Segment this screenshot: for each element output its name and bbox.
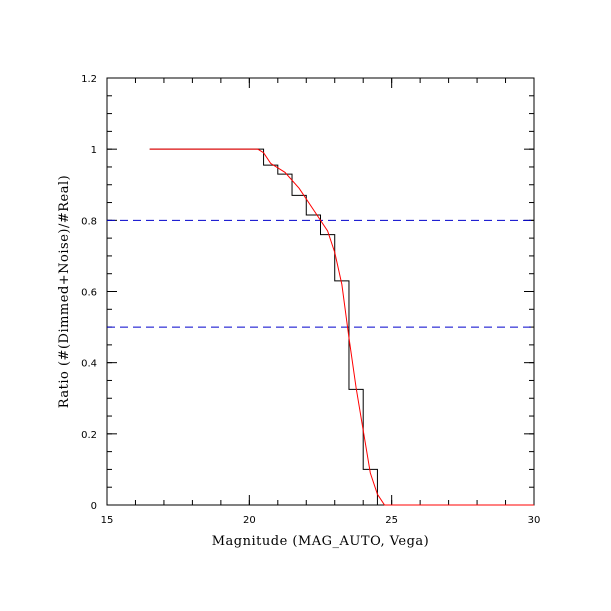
x-tick-label: 25 bbox=[385, 515, 398, 526]
y-tick-label: 0 bbox=[91, 501, 97, 512]
plot-frame-group bbox=[106, 77, 535, 506]
minor-ticks bbox=[106, 77, 535, 506]
plot-frame bbox=[106, 77, 535, 506]
x-tick-label: 30 bbox=[528, 515, 541, 526]
x-tick-label: 15 bbox=[101, 515, 114, 526]
x-tick-labels: 15 20 25 30 bbox=[101, 515, 541, 526]
reference-lines bbox=[107, 219, 534, 328]
y-tick-label: 0.8 bbox=[81, 216, 97, 227]
fit-curve-series bbox=[149, 148, 534, 506]
major-ticks bbox=[106, 77, 535, 506]
y-axis-label: Ratio (#(Dimmed+Noise)/#Real) bbox=[57, 175, 72, 408]
histogram-step-series bbox=[149, 148, 378, 505]
y-tick-label: 0.4 bbox=[81, 359, 97, 370]
x-tick-label: 20 bbox=[243, 515, 256, 526]
x-axis-label: Magnitude (MAG_AUTO, Vega) bbox=[212, 534, 430, 549]
y-tick-label: 1 bbox=[91, 145, 97, 156]
y-tick-labels: 0 0.2 0.4 0.6 0.8 1 1.2 bbox=[81, 74, 97, 512]
y-tick-label: 1.2 bbox=[81, 74, 97, 85]
y-tick-label: 0.2 bbox=[81, 430, 97, 441]
data-series bbox=[149, 148, 534, 506]
y-tick-label: 0.6 bbox=[81, 288, 97, 299]
